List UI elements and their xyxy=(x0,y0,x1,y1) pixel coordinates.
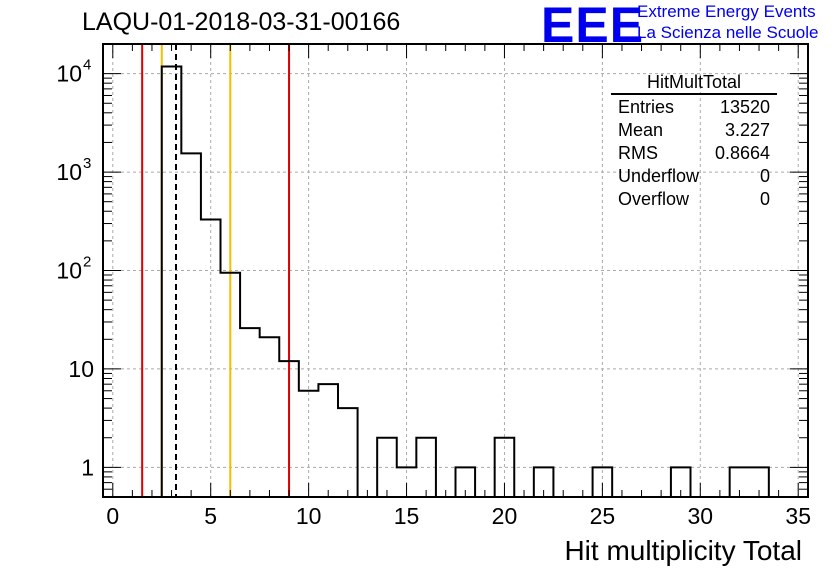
stats-row-underflow: Underflow 0 xyxy=(611,165,777,188)
stats-row-overflow: Overflow 0 xyxy=(611,188,777,211)
stats-box: HitMultTotal Entries 13520 Mean 3.227 RM… xyxy=(611,72,777,211)
stats-value: 3.227 xyxy=(724,120,770,140)
y-tick-label: 10 xyxy=(56,61,82,87)
y-tick-label: 10 xyxy=(56,258,82,284)
stats-label: Entries xyxy=(618,97,675,117)
stats-value: 0 xyxy=(759,189,770,209)
y-tick-exponent: 3 xyxy=(83,155,91,172)
x-tick-label: 30 xyxy=(687,503,713,529)
y-tick-exponent: 2 xyxy=(83,254,91,271)
y-tick-exponent: 4 xyxy=(83,57,91,74)
stats-label: Underflow xyxy=(618,166,700,186)
stats-row-entries: Entries 13520 xyxy=(611,96,777,119)
stats-value: 13520 xyxy=(719,97,770,117)
x-tick-label: 25 xyxy=(590,503,616,529)
chart-title: LAQU-01-2018-03-31-00166 xyxy=(82,8,401,36)
stats-value: 0.8664 xyxy=(714,143,770,163)
eee-logo: EEE xyxy=(541,0,645,53)
stats-value: 0 xyxy=(759,166,770,186)
stats-label: RMS xyxy=(618,143,658,163)
x-axis-label: Hit multiplicity Total xyxy=(564,535,802,566)
stats-row-mean: Mean 3.227 xyxy=(611,119,777,142)
logo-line-2: La Scienza nelle Scuole xyxy=(637,23,819,42)
stats-label: Mean xyxy=(618,120,664,140)
plot-frame xyxy=(102,43,809,498)
x-tick-label: 20 xyxy=(492,503,518,529)
y-tick-label: 1 xyxy=(81,454,94,480)
axis-ticks xyxy=(103,43,808,498)
x-tick-label: 0 xyxy=(106,503,119,529)
logo-line-1: Extreme Energy Events xyxy=(637,2,816,21)
x-tick-label: 10 xyxy=(296,503,322,529)
x-tick-label: 35 xyxy=(785,503,811,529)
y-tick-label: 10 xyxy=(56,159,82,185)
stats-row-rms: RMS 0.8664 xyxy=(611,142,777,165)
x-tick-labels: 0 5 10 15 20 25 30 35 xyxy=(106,503,811,529)
stats-title: HitMultTotal xyxy=(611,72,777,95)
x-tick-label: 5 xyxy=(204,503,217,529)
stats-label: Overflow xyxy=(618,189,690,209)
y-tick-label: 10 xyxy=(68,356,94,382)
x-tick-label: 15 xyxy=(394,503,420,529)
